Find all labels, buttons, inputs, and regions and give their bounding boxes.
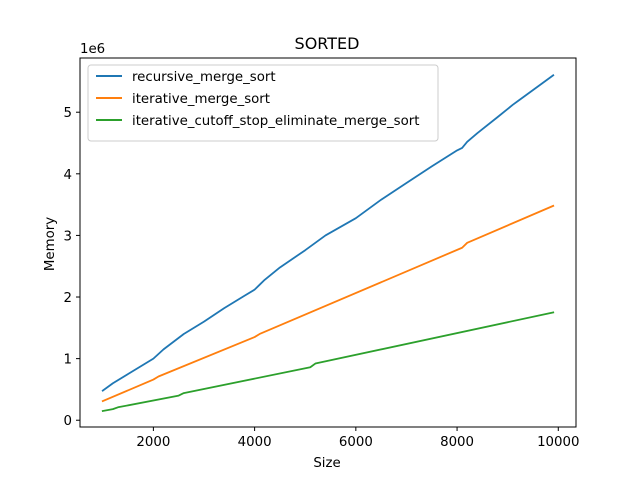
plot-area	[101, 73, 555, 413]
legend-label: recursive_merge_sort	[132, 70, 276, 85]
y-axis-multiplier: 1e6	[80, 42, 105, 57]
y-tick-label: 0	[64, 414, 72, 429]
y-axis-label: Memory	[43, 217, 58, 271]
x-axis-label: Size	[313, 456, 340, 471]
x-tick-label: 6000	[339, 435, 373, 450]
axes: 2000 4000 6000 8000 10000 0 1 2 3 4 5	[64, 57, 579, 450]
x-tick-label: 10000	[537, 435, 579, 450]
y-tick-label: 5	[64, 106, 72, 121]
y-tick-label: 4	[64, 168, 72, 183]
x-tick-label: 2000	[136, 435, 170, 450]
x-tick-label: 4000	[238, 435, 272, 450]
series-line-iterative-merge-sort	[101, 204, 555, 403]
y-tick-label: 3	[64, 229, 72, 244]
y-tick-label: 2	[64, 291, 72, 306]
series-line-recursive-merge-sort	[101, 73, 555, 392]
y-tick-label: 1	[64, 353, 72, 368]
legend-box	[87, 64, 439, 142]
legend-label: iterative_merge_sort	[132, 92, 270, 107]
x-tick-label: 8000	[440, 435, 474, 450]
legend-label: iterative_cutoff_stop_eliminate_merge_so…	[132, 114, 419, 129]
series-line-iterative-cutoff-stop-eliminate-merge-sort	[101, 311, 555, 413]
chart-title: SORTED	[295, 34, 360, 53]
legend: recursive_merge_sort iterative_merge_sort…	[87, 64, 439, 142]
axes-frame	[79, 57, 577, 428]
